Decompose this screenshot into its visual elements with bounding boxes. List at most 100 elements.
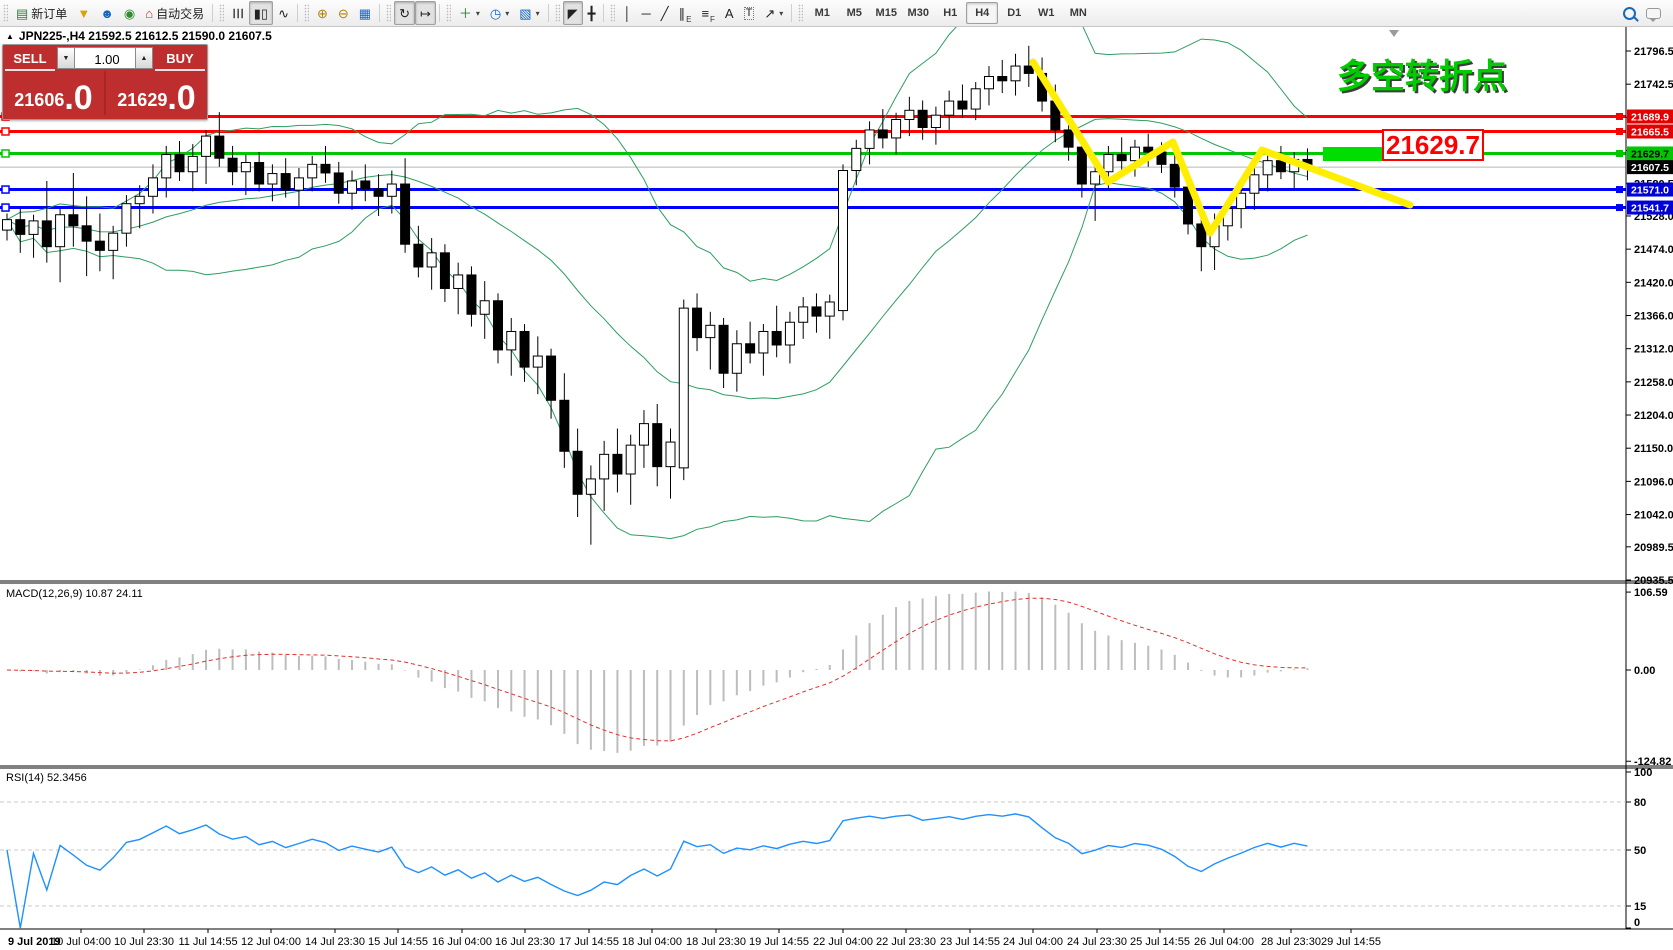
trendline-button[interactable]: ╱ xyxy=(656,1,674,25)
candle xyxy=(506,330,517,351)
candle xyxy=(519,330,530,368)
chat-icon[interactable] xyxy=(1646,7,1661,22)
svg-text:17 Jul 14:55: 17 Jul 14:55 xyxy=(559,936,619,948)
line-chart-button[interactable]: ∿ xyxy=(273,1,294,25)
cursor-icon: ◤ xyxy=(567,5,578,21)
timeframe-d1-button[interactable]: D1 xyxy=(1007,7,1022,19)
timeframe-m5-button[interactable]: M5 xyxy=(846,7,862,19)
chart-shift-button[interactable]: ↦ xyxy=(414,1,436,25)
hline-21571[interactable] xyxy=(0,185,1626,194)
candle xyxy=(970,88,981,110)
svg-text:21258.0: 21258.0 xyxy=(1634,377,1673,389)
autotrade-button[interactable]: ⌂ 自动交易 xyxy=(140,1,209,25)
timeframe-h1-button[interactable]: H1 xyxy=(943,7,958,19)
svg-text:21204.0: 21204.0 xyxy=(1634,410,1673,422)
candle xyxy=(373,188,384,197)
svg-text:100: 100 xyxy=(1634,767,1652,779)
svg-text:80: 80 xyxy=(1634,797,1646,809)
highlight-rectangle[interactable] xyxy=(1323,147,1393,161)
volume-increase-button[interactable]: ▲ xyxy=(135,47,153,69)
funnel-button[interactable]: ▼ xyxy=(72,1,95,25)
tile-windows-button[interactable]: ▦ xyxy=(354,1,376,25)
timeframe-w1-button[interactable]: W1 xyxy=(1038,7,1055,19)
candle xyxy=(1010,65,1021,82)
candle xyxy=(930,114,941,128)
text-button[interactable]: A xyxy=(720,1,739,25)
candle xyxy=(400,183,411,245)
candle xyxy=(134,195,145,205)
timeframe-mn-button[interactable]: MN xyxy=(1069,7,1087,19)
hline-21665.5[interactable] xyxy=(0,127,1626,136)
buy-button[interactable]: BUY xyxy=(155,47,205,71)
candle xyxy=(559,399,570,452)
candle xyxy=(771,330,782,346)
svg-text:28 Jul 23:30: 28 Jul 23:30 xyxy=(1261,936,1321,948)
templates-button[interactable]: ▧ ▾ xyxy=(519,5,540,21)
candle xyxy=(426,252,437,268)
search-icon[interactable] xyxy=(1623,6,1636,20)
svg-text:21629.7: 21629.7 xyxy=(1386,130,1480,160)
new-order-button[interactable]: ▤ 新订单 xyxy=(11,1,72,25)
candle xyxy=(546,355,557,401)
candle xyxy=(585,478,596,495)
bb-upper-band xyxy=(6,27,1308,282)
timeframe-m30-button[interactable]: M30 xyxy=(907,7,929,19)
timeframe-m1-button[interactable]: M1 xyxy=(814,7,830,19)
candle-chart-button[interactable]: ▮▯ xyxy=(248,1,274,25)
candle xyxy=(864,129,875,149)
vertical-line-button[interactable]: │ xyxy=(618,1,636,25)
bb-middle-band xyxy=(6,118,1308,400)
new-order-icon: ▤ xyxy=(16,5,29,21)
channel-button[interactable]: ∥ E xyxy=(678,5,692,25)
indicators-button[interactable]: ＋ ▾ xyxy=(458,5,480,21)
candle xyxy=(572,450,583,495)
candle xyxy=(214,135,225,159)
tile-windows-icon: ▦ xyxy=(358,5,372,21)
svg-text:21541.7: 21541.7 xyxy=(1631,203,1669,215)
auto-scroll-button[interactable]: ↻ xyxy=(394,1,415,25)
horizontal-line-button[interactable]: ─ xyxy=(637,1,656,25)
svg-text:23 Jul 14:55: 23 Jul 14:55 xyxy=(940,936,1000,948)
timeframe-h4-button[interactable]: H4 xyxy=(966,2,999,24)
hline-21541.7[interactable] xyxy=(0,203,1626,212)
periods-button[interactable]: ◷ ▾ xyxy=(489,5,510,21)
annotation-text[interactable]: 多空转折点 xyxy=(1337,58,1507,96)
sell-button[interactable]: SELL xyxy=(5,47,55,71)
zoom-in-button[interactable]: ⊕ xyxy=(312,1,333,25)
candle xyxy=(347,180,358,194)
arrows-button[interactable]: ↗ ▾ xyxy=(764,5,784,21)
crosshair-button[interactable]: ╋ xyxy=(583,1,601,25)
timeframe-m15-button[interactable]: M15 xyxy=(875,7,897,19)
rsi-pane: RSI(14) 52.3456 100 80 50 15 0 xyxy=(0,767,1652,929)
zoom-in-icon: ⊕ xyxy=(316,5,328,21)
axis-badge-21689.9: 21689.9 xyxy=(1627,109,1673,124)
text-label-button[interactable]: T xyxy=(739,1,760,25)
candle xyxy=(1275,160,1286,173)
symbol-ohlc-label: JPN225-,H4 21592.5 21612.5 21590.0 21607… xyxy=(18,29,272,43)
candle xyxy=(81,225,92,242)
buy-price[interactable]: 21629.0 xyxy=(117,78,196,117)
svg-text:20989.5: 20989.5 xyxy=(1634,542,1673,554)
candle xyxy=(108,232,119,251)
profile-button[interactable]: ☻ xyxy=(95,1,119,25)
zigzag-trendline[interactable] xyxy=(1029,58,1414,237)
rsi-line xyxy=(6,813,1308,929)
sell-price[interactable]: 21606.0 xyxy=(14,78,93,117)
signal-button[interactable]: ◉ xyxy=(119,1,140,25)
candle xyxy=(15,219,26,235)
svg-text:21796.5: 21796.5 xyxy=(1634,46,1673,58)
candle xyxy=(678,307,689,469)
candle xyxy=(147,177,158,197)
fibonacci-button[interactable]: ≡ F xyxy=(701,5,715,25)
candle xyxy=(891,119,902,139)
volume-input[interactable] xyxy=(75,48,139,70)
cursor-button[interactable]: ◤ xyxy=(562,1,583,25)
zoom-out-button[interactable]: ⊖ xyxy=(333,1,354,25)
bar-chart-button[interactable]: ☰ xyxy=(227,1,249,25)
svg-text:16 Jul 04:00: 16 Jul 04:00 xyxy=(432,936,492,948)
price-callout[interactable]: 21629.7 xyxy=(1382,129,1484,161)
volume-decrease-button[interactable]: ▼ xyxy=(57,47,75,69)
collapse-panel-icon[interactable]: ▲ xyxy=(6,31,14,41)
